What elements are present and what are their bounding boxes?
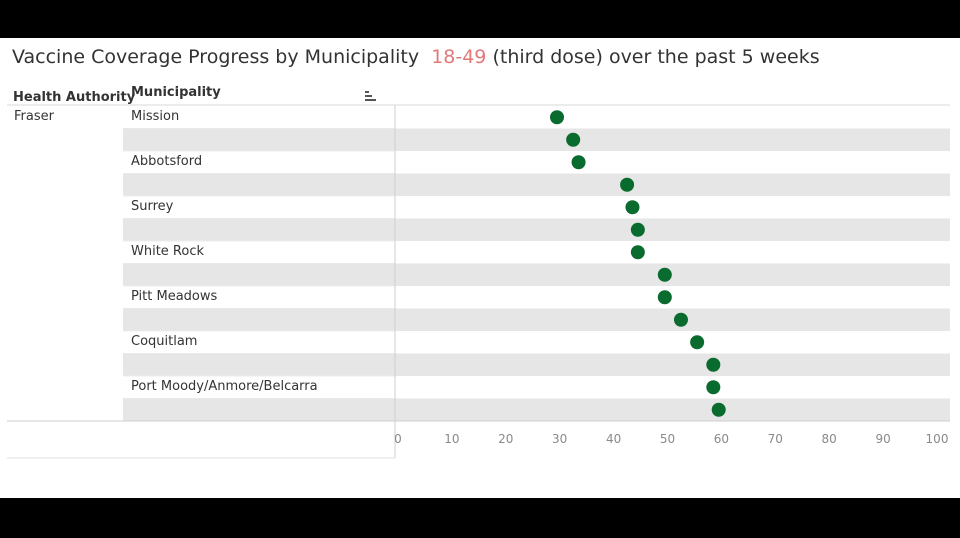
x-tick-label: 100 [926, 432, 949, 446]
x-tick-label: 90 [875, 432, 890, 446]
title-main: Vaccine Coverage Progress by Municipalit… [12, 46, 420, 68]
data-point [550, 110, 565, 125]
x-tick-label: 40 [606, 432, 621, 446]
health-authority-header: Health Authority [13, 90, 136, 105]
data-point [566, 132, 581, 147]
row-band [123, 398, 950, 421]
health-authority-fraser: Fraser [14, 109, 54, 124]
chart-title: Vaccine Coverage Progress by Municipalit… [12, 46, 820, 68]
municipality-label: Coquitlam [131, 334, 198, 349]
municipality-label: Surrey [131, 199, 174, 214]
municipality-label: Port Moody/Anmore/Belcarra [131, 379, 318, 394]
data-point [625, 200, 640, 215]
data-point [657, 267, 672, 282]
municipality-label: Pitt Meadows [131, 289, 218, 304]
data-point [630, 245, 645, 260]
data-point [571, 155, 586, 170]
sort-icon[interactable] [365, 90, 377, 102]
municipality-header: Municipality [131, 85, 221, 100]
data-point [673, 312, 688, 327]
chart-frame: Vaccine Coverage Progress by Municipalit… [0, 38, 960, 498]
x-tick-label: 0 [394, 432, 402, 446]
dot-plot: 0 10 20 30 40 50 60 70 80 90 100 [7, 104, 950, 459]
row-band [123, 173, 950, 196]
data-point [620, 177, 635, 192]
x-tick-label: 10 [444, 432, 459, 446]
data-point [706, 357, 721, 372]
row-band [123, 308, 950, 331]
data-point [657, 290, 672, 305]
municipality-label: White Rock [131, 244, 205, 259]
municipality-label: Abbotsford [131, 154, 203, 169]
data-point [630, 222, 645, 237]
row-band [123, 218, 950, 241]
municipality-label: Mission [131, 109, 180, 124]
x-tick-label: 20 [498, 432, 513, 446]
row-band [123, 353, 950, 376]
row-band [123, 263, 950, 286]
x-tick-label: 50 [660, 432, 675, 446]
x-tick-label: 70 [768, 432, 783, 446]
data-point [711, 402, 726, 417]
row-band [123, 128, 950, 151]
x-tick-label: 60 [714, 432, 729, 446]
title-age-group: 18-49 [431, 46, 487, 68]
x-tick-label: 80 [822, 432, 837, 446]
title-rest: (third dose) over the past 5 weeks [492, 46, 820, 68]
data-point [706, 380, 721, 395]
x-tick-label: 30 [552, 432, 567, 446]
data-point [690, 335, 705, 350]
